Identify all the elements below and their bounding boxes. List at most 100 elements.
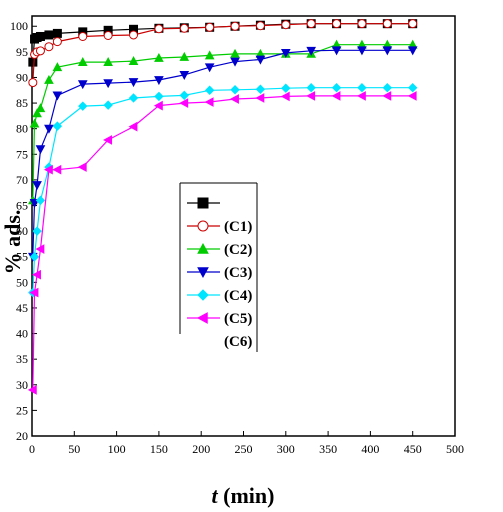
data-point xyxy=(179,71,190,80)
data-point xyxy=(103,79,113,89)
y-tick-label: 50 xyxy=(16,275,28,289)
legend-label: (C1) xyxy=(224,219,252,235)
data-point xyxy=(77,162,87,172)
data-point xyxy=(306,91,316,101)
series-4 xyxy=(28,46,418,262)
data-point xyxy=(44,30,54,40)
x-tick-label: 50 xyxy=(68,442,80,456)
data-point xyxy=(230,85,240,95)
data-point xyxy=(255,55,266,65)
y-tick-label: 25 xyxy=(16,403,28,417)
data-point xyxy=(35,244,45,254)
data-point xyxy=(35,145,46,155)
series-6 xyxy=(27,91,417,395)
x-tick-label: 150 xyxy=(150,442,168,456)
series-3 xyxy=(28,39,418,205)
y-tick-label: 40 xyxy=(16,327,28,341)
series-line xyxy=(32,44,413,201)
data-point xyxy=(52,28,62,38)
y-tick-label: 100 xyxy=(10,19,28,33)
legend-marker xyxy=(197,220,209,232)
data-point xyxy=(32,269,41,280)
data-point xyxy=(78,31,88,41)
x-tick-label: 350 xyxy=(319,442,337,456)
data-point xyxy=(230,57,240,67)
data-point xyxy=(357,83,367,93)
legend-entry-4: (C3) xyxy=(187,265,252,281)
legend-box xyxy=(180,183,257,354)
legend-marker xyxy=(196,312,208,324)
data-point xyxy=(128,78,139,88)
data-point xyxy=(204,63,215,73)
data-point xyxy=(103,100,113,110)
data-point xyxy=(179,23,189,33)
data-point xyxy=(357,19,367,29)
data-point xyxy=(382,91,392,101)
data-point xyxy=(35,31,45,41)
y-tick-label: 65 xyxy=(16,199,28,213)
data-point xyxy=(128,56,139,65)
data-point xyxy=(28,78,38,88)
legend-entry-3: (C2) xyxy=(187,242,252,258)
data-point xyxy=(230,21,240,31)
legend-entry-7: (C6) xyxy=(224,334,252,350)
legend-entry-6: (C5) xyxy=(187,311,252,327)
data-point xyxy=(129,30,139,40)
data-point xyxy=(204,97,214,107)
data-point xyxy=(280,48,291,58)
series-line xyxy=(32,23,413,63)
legend-entry-2: (C1) xyxy=(187,219,252,235)
x-tick-label: 200 xyxy=(192,442,210,456)
data-point xyxy=(29,118,40,128)
data-point xyxy=(44,42,54,52)
legend-label: (C4) xyxy=(224,288,252,304)
data-point xyxy=(407,46,418,56)
data-point xyxy=(103,57,113,66)
data-point xyxy=(78,101,88,111)
series-layer xyxy=(27,19,418,395)
data-point xyxy=(44,124,54,134)
data-point xyxy=(332,19,342,29)
data-point xyxy=(32,108,42,118)
data-point xyxy=(255,93,265,103)
series-line xyxy=(32,23,413,83)
x-tick-label: 250 xyxy=(235,442,253,456)
data-point xyxy=(77,80,88,90)
data-point xyxy=(382,83,393,93)
data-point xyxy=(306,83,316,93)
legend-marker xyxy=(197,289,209,301)
data-point xyxy=(382,19,392,29)
data-point xyxy=(52,121,63,131)
series-2 xyxy=(28,19,418,88)
data-point xyxy=(128,121,138,132)
legend-marker xyxy=(197,267,209,279)
data-point xyxy=(382,46,393,56)
data-point xyxy=(154,76,164,86)
x-tick-label: 450 xyxy=(404,442,422,456)
data-point xyxy=(35,103,46,113)
data-point xyxy=(154,52,164,62)
data-point xyxy=(306,19,316,29)
legend-label: (C5) xyxy=(224,311,252,327)
y-tick-label: 75 xyxy=(16,147,28,161)
y-tick-label: 35 xyxy=(16,352,28,366)
y-tick-label: 95 xyxy=(16,45,28,59)
y-tick-label: 85 xyxy=(16,96,28,110)
y-tick-label: 60 xyxy=(16,224,28,238)
data-point xyxy=(204,50,215,60)
x-axis-title-variable: t xyxy=(212,483,219,508)
data-point xyxy=(29,199,40,209)
y-tick-label: 80 xyxy=(16,122,28,136)
data-point xyxy=(153,100,163,111)
data-point xyxy=(331,91,341,101)
data-point xyxy=(356,91,366,101)
legend-marker xyxy=(197,197,209,209)
data-point xyxy=(407,91,417,101)
legend-label: (C2) xyxy=(224,242,252,258)
data-point xyxy=(29,252,40,262)
legend-entry-1 xyxy=(187,197,220,209)
data-point xyxy=(44,74,54,84)
legend-label: (C6) xyxy=(224,334,252,350)
data-point xyxy=(179,90,189,101)
